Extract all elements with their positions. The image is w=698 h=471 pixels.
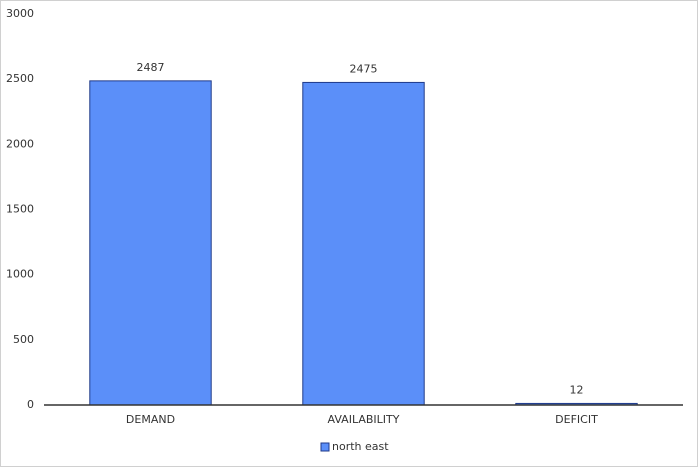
y-tick-label: 1000 xyxy=(6,268,34,281)
data-label: 2487 xyxy=(137,61,165,74)
y-tick-label: 0 xyxy=(27,398,34,411)
x-tick-label: AVAILABILITY xyxy=(328,413,400,426)
y-tick-label: 3000 xyxy=(6,7,34,20)
legend-label: north east xyxy=(332,440,389,453)
y-tick-label: 2500 xyxy=(6,72,34,85)
bar xyxy=(89,80,212,406)
y-tick-label: 1500 xyxy=(6,203,34,216)
data-label: 2475 xyxy=(350,62,378,75)
legend-swatch xyxy=(320,442,330,452)
bar xyxy=(302,81,425,406)
y-tick-label: 500 xyxy=(13,333,34,346)
data-label: 12 xyxy=(570,383,584,396)
x-tick-label: DEMAND xyxy=(126,413,175,426)
x-tick-label: DEFICIT xyxy=(555,413,598,426)
y-tick-label: 2000 xyxy=(6,137,34,150)
